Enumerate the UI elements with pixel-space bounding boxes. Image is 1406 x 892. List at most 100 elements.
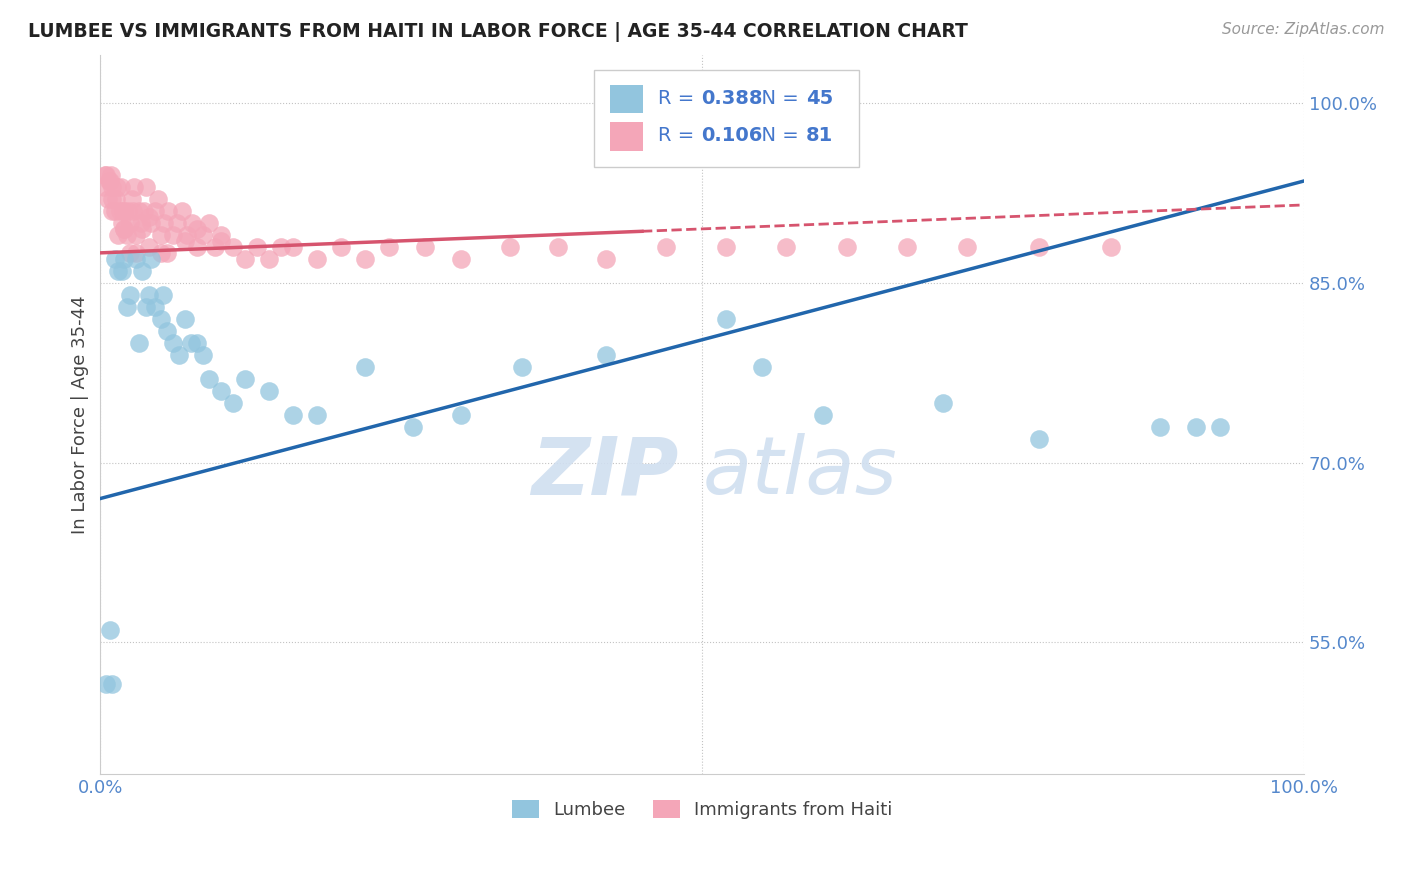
Point (117, 203, 139, 218)
Point (128, 335, 150, 350)
Point (222, 395, 245, 409)
Point (98, 624, 121, 638)
Text: 45: 45 (806, 89, 832, 108)
Text: Source: ZipAtlas.com: Source: ZipAtlas.com (1222, 22, 1385, 37)
Point (1028, 432, 1050, 446)
FancyBboxPatch shape (593, 70, 859, 167)
Point (209, 227, 232, 242)
Point (139, 216, 162, 230)
Point (125, 227, 148, 242)
Point (112, 222, 135, 236)
Point (209, 384, 232, 398)
Point (107, 227, 129, 242)
Point (97, 192, 120, 206)
Bar (610, 122, 643, 151)
Point (197, 372, 219, 386)
Point (751, 359, 773, 374)
Point (191, 227, 214, 242)
Point (143, 300, 166, 314)
Point (143, 203, 166, 218)
Point (450, 252, 472, 266)
Point (354, 252, 377, 266)
Point (139, 252, 162, 266)
Point (197, 216, 219, 230)
Point (120, 216, 142, 230)
Point (93, 180, 115, 194)
Point (595, 348, 617, 362)
Point (120, 245, 142, 260)
Text: R =: R = (658, 126, 700, 145)
Point (132, 203, 155, 218)
Point (166, 216, 188, 230)
Point (135, 300, 157, 314)
Point (204, 240, 226, 254)
Y-axis label: In Labor Force | Age 35-44: In Labor Force | Age 35-44 (72, 295, 89, 534)
Point (149, 245, 172, 260)
Point (167, 348, 190, 362)
Point (956, 240, 979, 254)
Point (104, 252, 127, 266)
Point (209, 234, 232, 248)
Point (354, 359, 377, 374)
Text: 0.388: 0.388 (702, 89, 762, 108)
Point (128, 203, 150, 218)
Point (896, 240, 918, 254)
Point (131, 264, 153, 278)
Point (115, 227, 138, 242)
Text: ZIP: ZIP (531, 434, 678, 511)
Point (155, 324, 177, 338)
Point (257, 384, 280, 398)
Point (155, 245, 177, 260)
Point (233, 372, 256, 386)
Point (270, 240, 292, 254)
Point (138, 240, 160, 254)
Bar (610, 85, 643, 113)
Point (138, 210, 160, 224)
Point (162, 335, 184, 350)
Point (233, 252, 256, 266)
Point (107, 264, 129, 278)
Point (97, 174, 120, 188)
Point (162, 227, 184, 242)
Point (172, 203, 194, 218)
Point (191, 348, 214, 362)
Point (149, 311, 172, 326)
Point (112, 203, 135, 218)
Point (547, 240, 569, 254)
Point (135, 180, 157, 194)
Point (111, 264, 134, 278)
Point (101, 677, 124, 691)
Point (111, 216, 134, 230)
Point (510, 359, 533, 374)
Text: R =: R = (658, 89, 700, 108)
Point (1101, 240, 1123, 254)
Point (378, 240, 401, 254)
Point (716, 311, 738, 326)
Point (149, 227, 172, 242)
Text: atlas: atlas (702, 434, 897, 511)
Point (120, 287, 142, 301)
Point (112, 203, 135, 218)
Point (101, 192, 124, 206)
Point (108, 203, 131, 218)
Point (173, 234, 195, 248)
Point (138, 287, 160, 301)
Point (415, 240, 437, 254)
Point (305, 252, 328, 266)
Point (595, 252, 617, 266)
Point (1209, 419, 1232, 434)
Point (498, 240, 520, 254)
Point (1028, 240, 1050, 254)
Point (811, 408, 834, 422)
Point (101, 180, 124, 194)
Point (110, 180, 132, 194)
Point (115, 300, 138, 314)
Point (173, 311, 195, 326)
Text: N =: N = (749, 126, 806, 145)
Point (96, 677, 118, 691)
Point (186, 222, 208, 236)
Point (105, 192, 128, 206)
Point (450, 408, 472, 422)
Point (131, 222, 153, 236)
Point (121, 203, 143, 218)
